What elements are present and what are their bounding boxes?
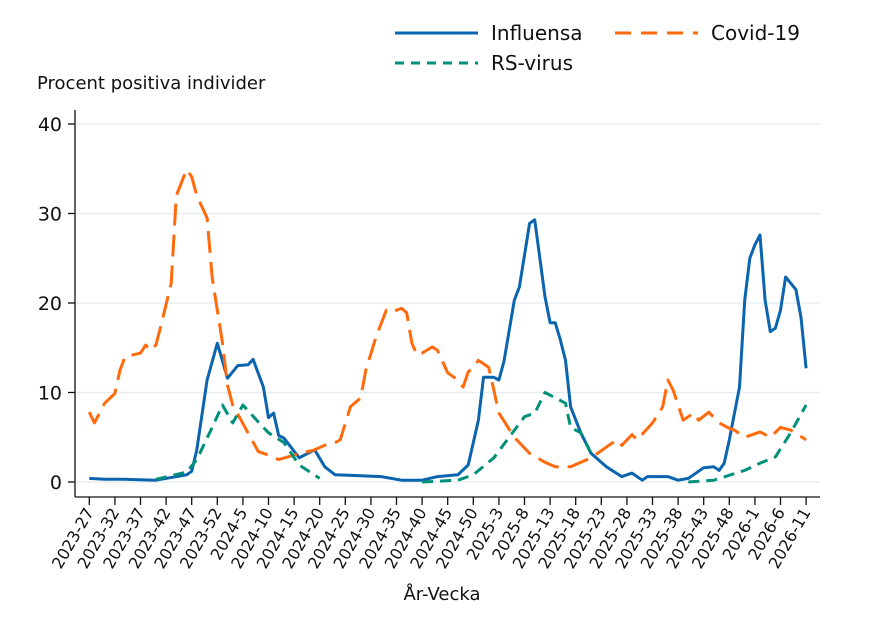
rs-virus-line: [422, 391, 593, 484]
x-ticks: 2023-272023-322023-372023-422023-472023-…: [48, 497, 815, 572]
y-tick-label: 40: [38, 114, 62, 136]
series-lines: [87, 168, 808, 484]
gridlines: [76, 123, 820, 483]
rs-virus-line: [688, 404, 808, 484]
x-axis-label: År-Vecka: [403, 583, 480, 605]
y-tick-label: 20: [38, 293, 62, 315]
legend-item-influensa: Influensa: [395, 21, 583, 45]
y-tick-label: 30: [38, 204, 62, 226]
series-covid-19: [87, 168, 807, 469]
legend: Influensa Covid-19 RS-virus: [395, 21, 800, 75]
series-influensa: [89, 218, 808, 482]
y-tick-label: 10: [38, 383, 62, 405]
rs-virus-line: [155, 403, 321, 481]
legend-label: RS-virus: [491, 51, 573, 75]
y-tick-label: 0: [50, 472, 62, 494]
influensa-line: [89, 218, 808, 482]
y-axis-label: Procent positiva individer: [37, 73, 266, 94]
y-ticks: 0 10 20 30 40: [38, 114, 75, 494]
legend-label: Influensa: [491, 21, 583, 45]
series-rs-virus: [155, 391, 808, 484]
legend-label: Covid-19: [711, 21, 800, 45]
covid-19-line: [87, 168, 807, 469]
legend-item-covid-19: Covid-19: [615, 21, 800, 45]
legend-item-rs-virus: RS-virus: [395, 51, 573, 75]
